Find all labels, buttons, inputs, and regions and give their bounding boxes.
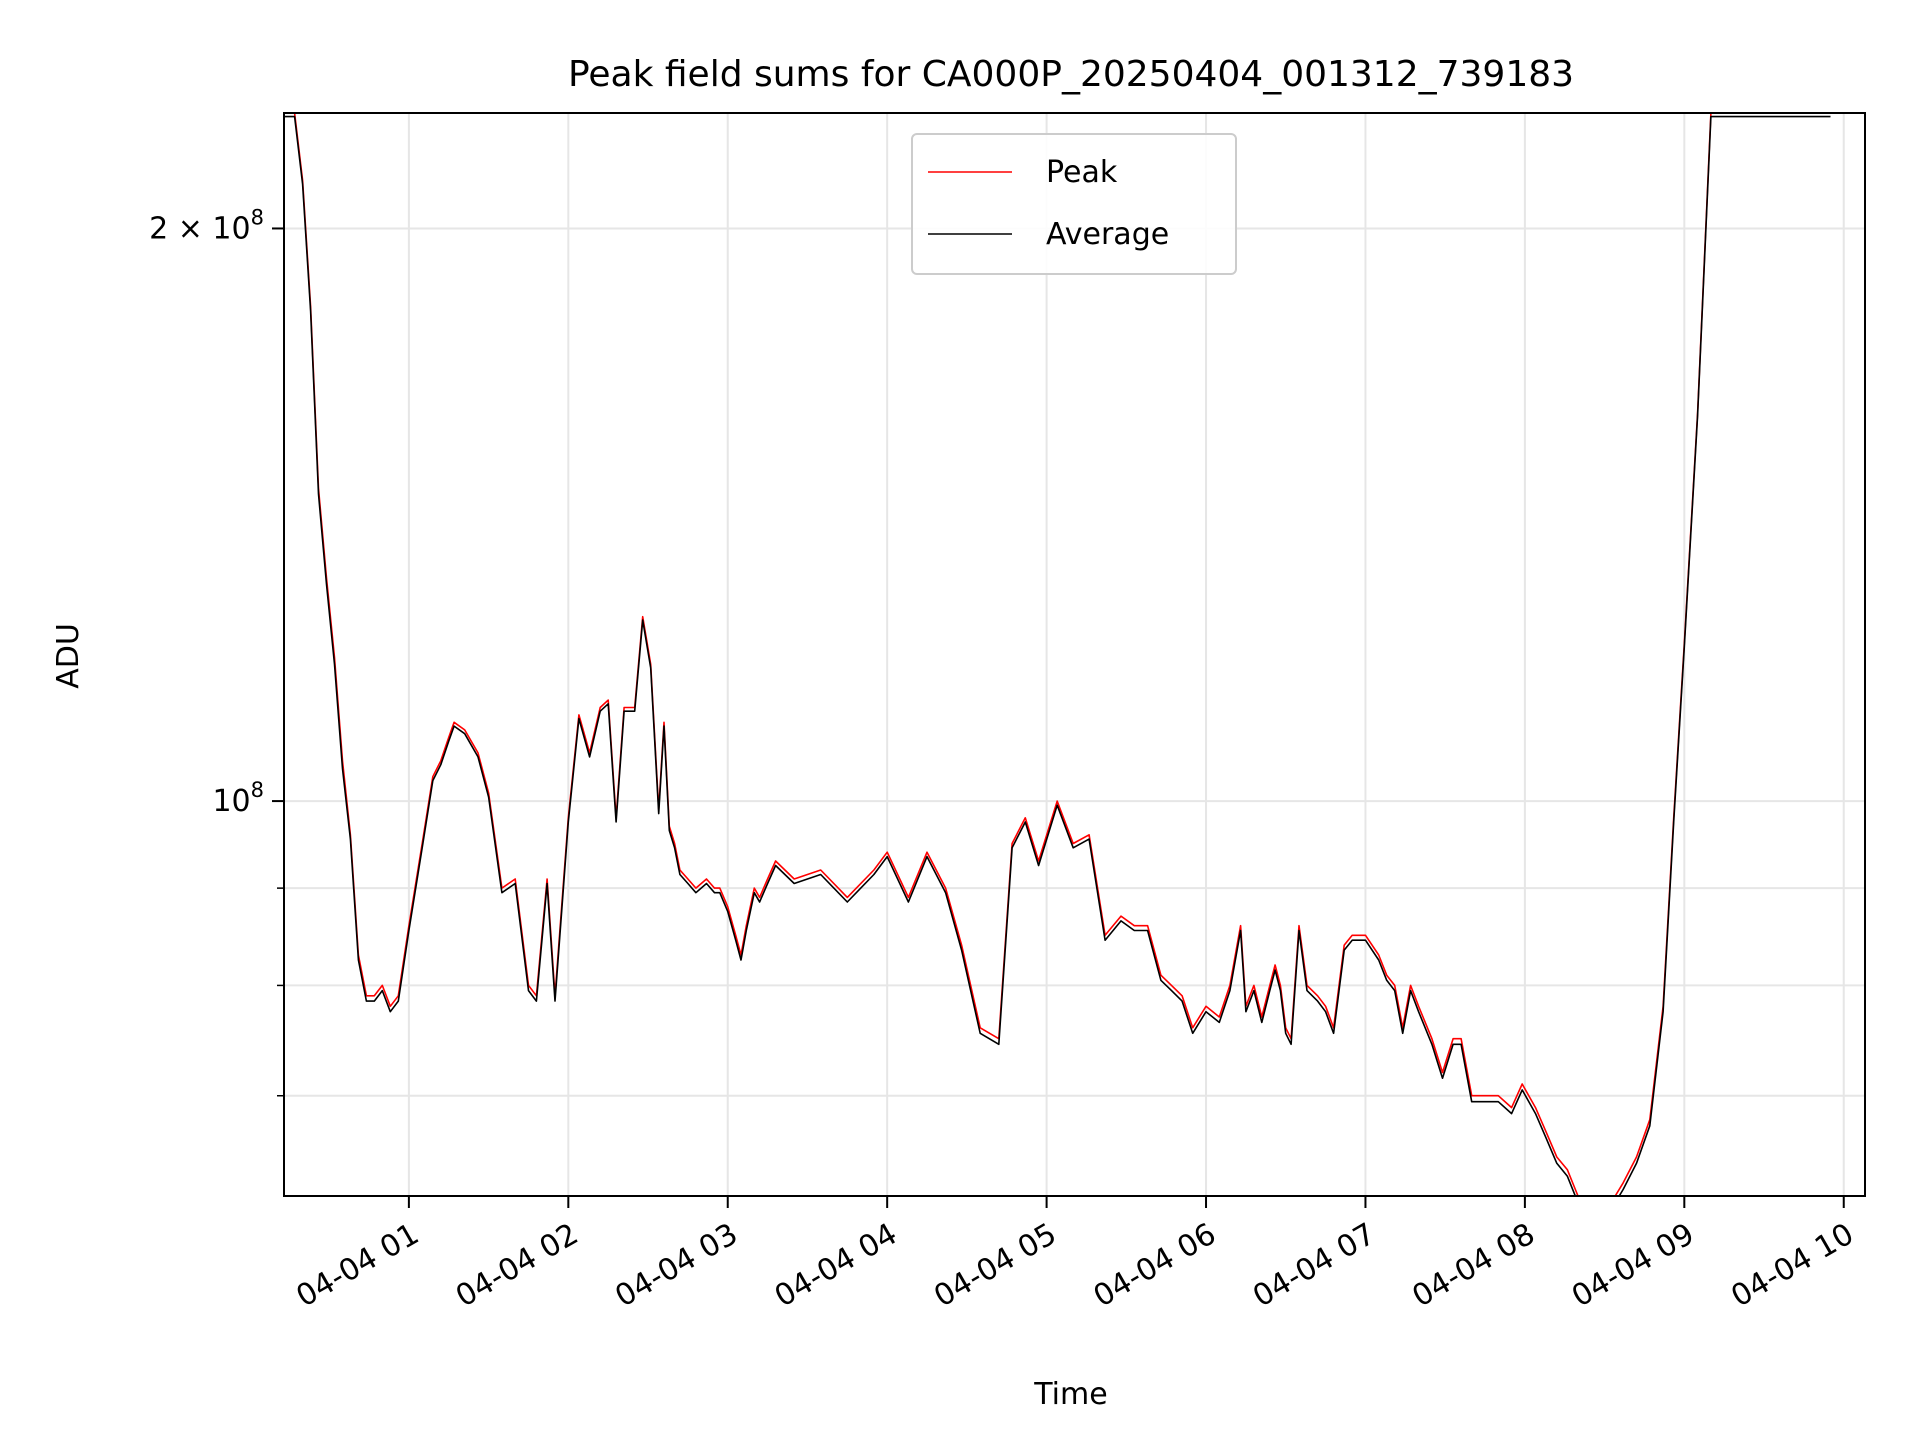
x-tick-label: 04-04 10	[1725, 1217, 1859, 1315]
series-line-average	[284, 115, 1831, 1196]
x-tick-label: 04-04 02	[450, 1217, 584, 1315]
legend-box	[911, 133, 1237, 275]
x-tick-label: 04-04 06	[1088, 1217, 1222, 1315]
x-axis: 04-04 01 04-04 02 04-04 03 04-04 04 04-04 05…	[291, 1196, 1860, 1314]
y-axis: 108 2 × 108	[149, 205, 284, 1097]
x-tick-label: 04-04 04	[769, 1217, 903, 1315]
x-axis-label: Time	[1033, 1377, 1107, 1412]
grid-lines	[284, 113, 1865, 1196]
series-line-peak	[284, 113, 1831, 1196]
y-tick-label: 2 × 108	[149, 205, 264, 246]
y-tick-label: 108	[212, 778, 264, 819]
x-tick-label: 04-04 07	[1247, 1217, 1381, 1315]
x-tick-label: 04-04 09	[1566, 1217, 1700, 1315]
legend-label-peak: Peak	[1046, 155, 1118, 190]
x-tick-label: 04-04 01	[291, 1217, 425, 1315]
x-tick-label: 04-04 05	[928, 1217, 1062, 1315]
legend-label-average: Average	[1046, 217, 1169, 252]
x-tick-label: 04-04 08	[1407, 1217, 1541, 1315]
x-tick-label: 04-04 03	[609, 1217, 743, 1315]
y-axis-label: ADU	[51, 623, 86, 689]
plot-frame	[283, 112, 1866, 1197]
legend: Peak Average	[911, 133, 1237, 275]
series-group	[284, 113, 1831, 1196]
chart-title: Peak field sums for CA000P_20250404_0013…	[568, 54, 1574, 95]
